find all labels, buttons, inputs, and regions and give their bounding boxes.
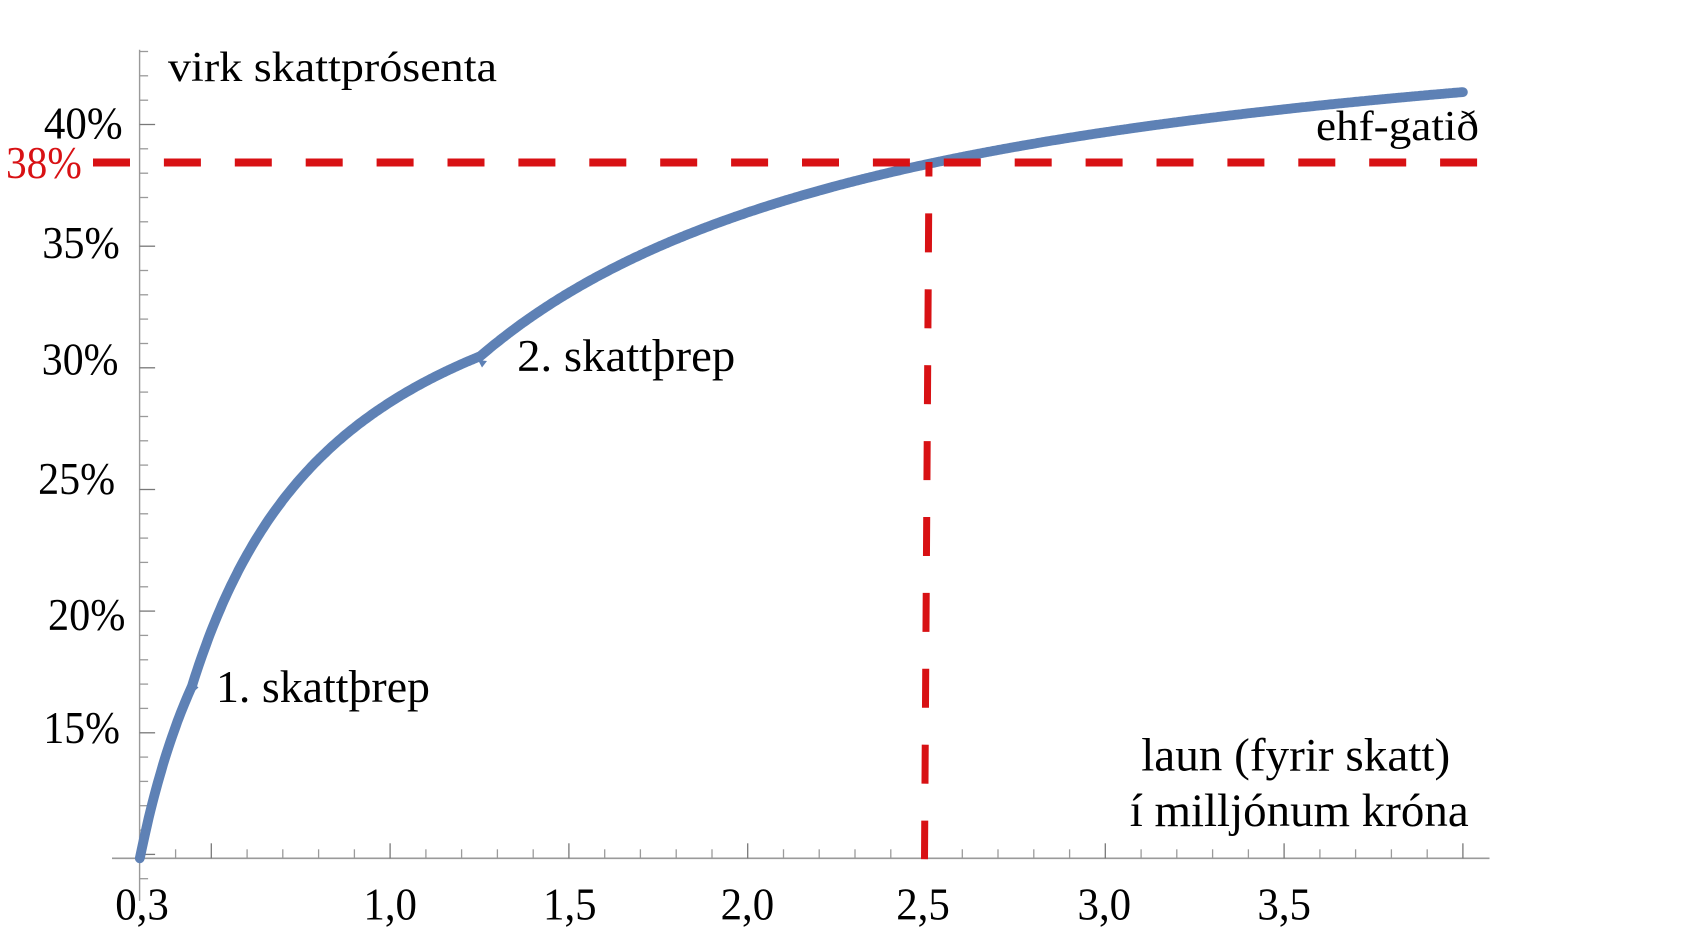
- svg-text:laun (fyrir skatt): laun (fyrir skatt): [1141, 730, 1450, 782]
- svg-text:1,0: 1,0: [363, 879, 417, 929]
- svg-text:í milljónum króna: í milljónum króna: [1130, 785, 1469, 837]
- svg-text:3,5: 3,5: [1257, 879, 1311, 929]
- svg-text:2. skattþrep: 2. skattþrep: [517, 331, 735, 381]
- svg-text:virk skattprósenta: virk skattprósenta: [168, 45, 497, 91]
- svg-text:ehf-gatið: ehf-gatið: [1316, 104, 1479, 150]
- svg-text:1,5: 1,5: [543, 879, 597, 929]
- svg-text:25%: 25%: [38, 454, 115, 504]
- svg-text:2,5: 2,5: [896, 879, 950, 929]
- svg-text:0,3: 0,3: [115, 879, 169, 929]
- svg-text:35%: 35%: [42, 218, 120, 268]
- svg-text:15%: 15%: [43, 703, 120, 753]
- svg-text:3,0: 3,0: [1078, 879, 1132, 929]
- svg-text:38%: 38%: [6, 138, 82, 188]
- svg-text:30%: 30%: [42, 335, 119, 385]
- svg-text:1. skattþrep: 1. skattþrep: [216, 662, 430, 712]
- svg-text:40%: 40%: [44, 98, 123, 148]
- svg-text:20%: 20%: [48, 590, 125, 640]
- svg-text:2,0: 2,0: [721, 879, 775, 929]
